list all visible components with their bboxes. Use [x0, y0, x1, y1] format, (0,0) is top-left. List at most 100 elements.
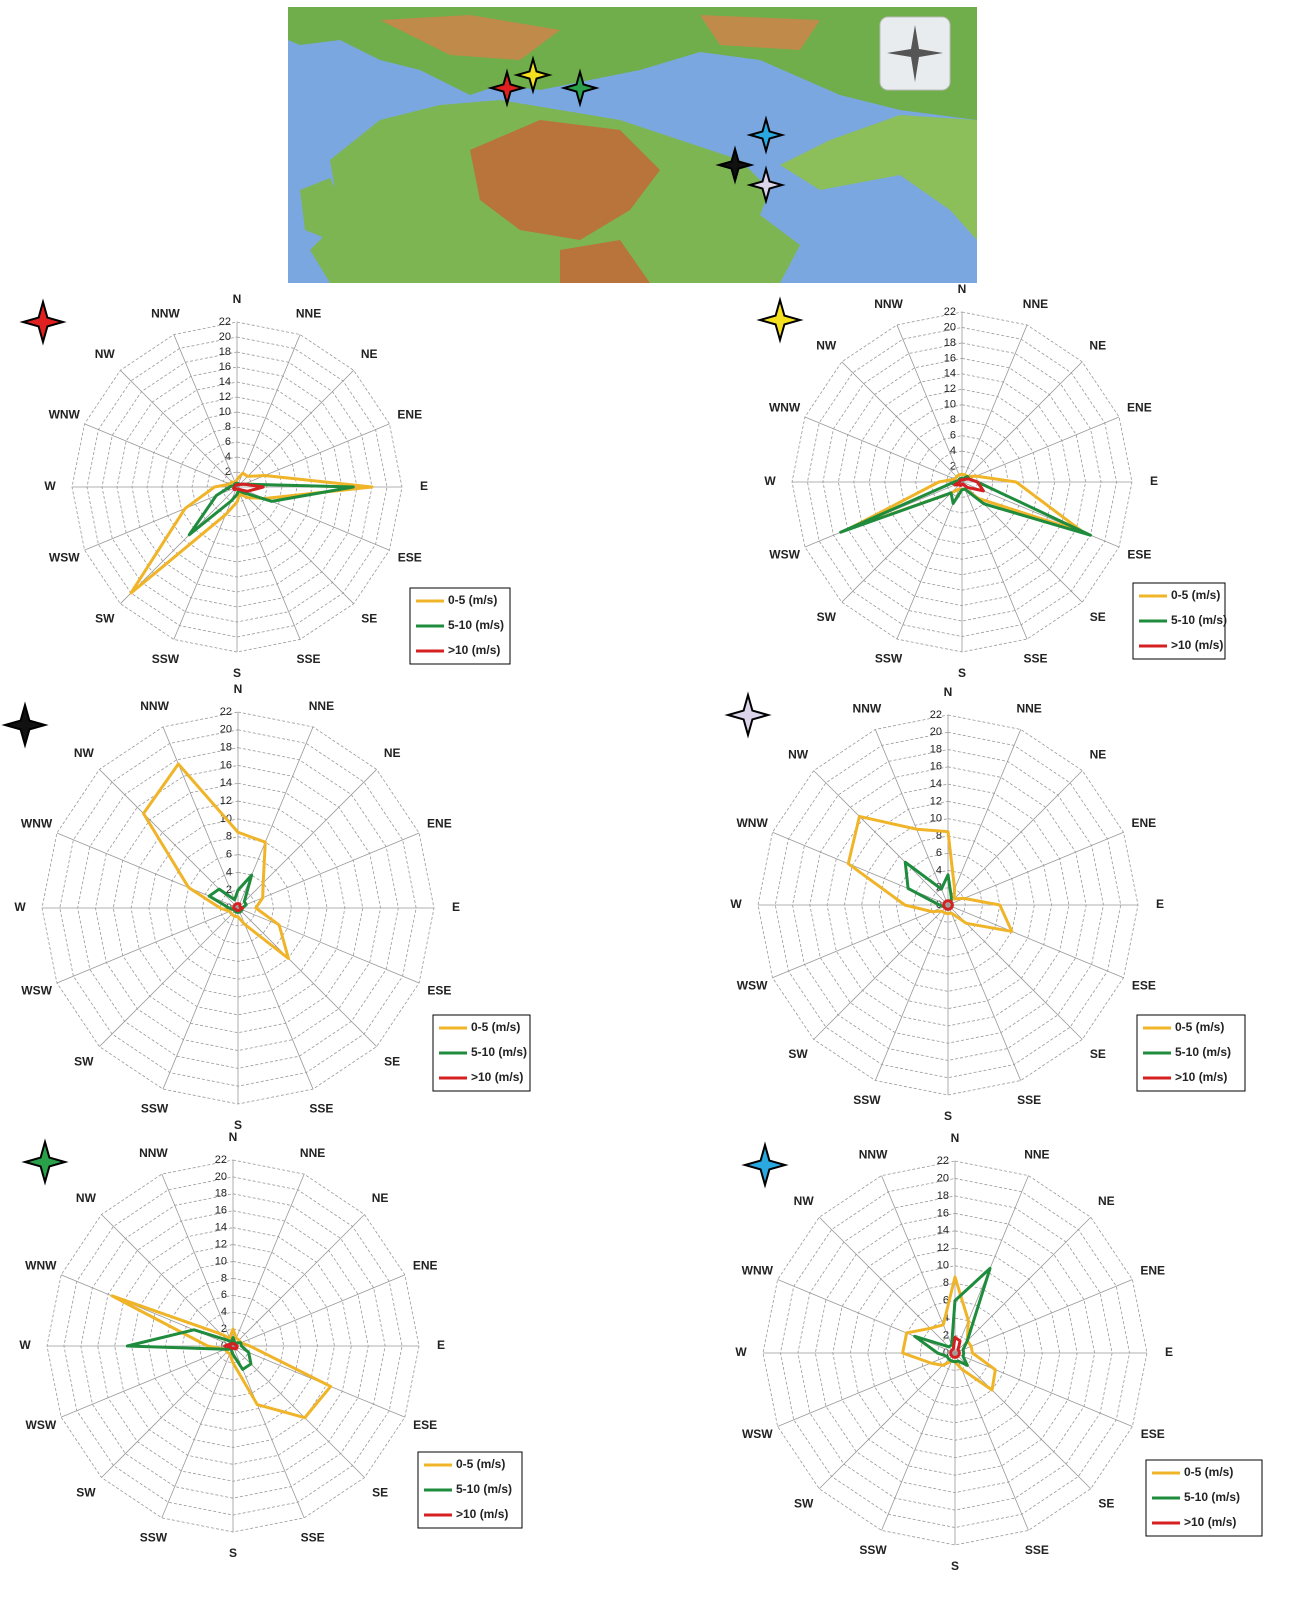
direction-label: NW — [816, 338, 837, 352]
direction-label: NW — [74, 746, 95, 760]
direction-label: SSW — [859, 1543, 887, 1557]
tick-label: 22 — [930, 709, 942, 721]
direction-label: NW — [794, 1194, 815, 1208]
spoke — [948, 832, 1124, 905]
tick-label: 18 — [937, 1190, 949, 1202]
legend-label: 5-10 (m/s) — [448, 618, 504, 632]
tick-label: 18 — [220, 742, 232, 754]
tick-label: 20 — [220, 724, 232, 736]
direction-label: SE — [1090, 610, 1106, 624]
direction-label: N — [234, 682, 243, 696]
legend-label: 5-10 (m/s) — [1171, 613, 1227, 627]
tick-label: 22 — [219, 316, 231, 328]
spoke — [962, 482, 1119, 547]
spoke — [955, 1176, 1028, 1353]
direction-label: S — [229, 1546, 237, 1560]
spoke — [955, 1353, 1132, 1426]
spoke — [233, 1346, 304, 1518]
series-line — [144, 764, 289, 958]
spoke — [897, 482, 962, 639]
chart-marker — [760, 300, 800, 340]
direction-label: WNW — [21, 817, 53, 831]
direction-label: NNE — [296, 306, 321, 320]
tick-label: 6 — [950, 430, 956, 442]
spoke — [948, 905, 1124, 978]
direction-label: SW — [817, 610, 837, 624]
tick-label: 8 — [225, 421, 231, 433]
direction-label: SW — [95, 611, 115, 625]
legend-label: 0-5 (m/s) — [471, 1020, 520, 1034]
direction-label: WSW — [49, 551, 80, 565]
series-line — [234, 484, 264, 491]
legend-label: 0-5 (m/s) — [1175, 1020, 1224, 1034]
direction-label: SSE — [301, 1530, 325, 1544]
direction-label: NE — [1090, 747, 1107, 761]
tick-label: 18 — [930, 743, 942, 755]
tick-label: 10 — [215, 1255, 227, 1267]
chart-marker — [23, 302, 63, 342]
legend-label: 0-5 (m/s) — [1184, 1465, 1233, 1479]
direction-label: S — [944, 1109, 952, 1123]
direction-label: WNW — [742, 1263, 774, 1277]
spoke — [962, 362, 1082, 482]
direction-label: N — [951, 1131, 960, 1145]
tick-label: 6 — [226, 848, 232, 860]
direction-label: N — [944, 685, 953, 699]
direction-label: SSW — [152, 652, 180, 666]
spoke — [233, 1275, 405, 1346]
spoke — [819, 1353, 955, 1489]
spoke — [233, 1214, 365, 1346]
direction-label: E — [1150, 474, 1158, 488]
tick-label: 16 — [219, 361, 231, 373]
tick-label: 4 — [221, 1306, 227, 1318]
spoke — [237, 424, 389, 487]
tick-label: 22 — [937, 1155, 949, 1167]
spoke — [233, 1346, 365, 1478]
direction-label: SW — [788, 1047, 808, 1061]
tick-label: 20 — [930, 726, 942, 738]
tick-label: 8 — [943, 1277, 949, 1289]
tick-label: 12 — [215, 1238, 227, 1250]
chart-marker — [745, 1145, 785, 1185]
spoke — [57, 908, 238, 983]
spoke — [955, 1217, 1091, 1353]
legend-label: >10 (m/s) — [1184, 1515, 1236, 1529]
direction-label: ENE — [397, 408, 422, 422]
direction-label: SSW — [141, 1102, 169, 1116]
direction-label: NNE — [1024, 1147, 1049, 1161]
tick-label: 16 — [220, 759, 232, 771]
direction-label: NE — [384, 746, 401, 760]
tick-label: 14 — [215, 1222, 227, 1234]
tick-label: 12 — [219, 391, 231, 403]
tick-label: 14 — [220, 777, 232, 789]
tick-label: 10 — [944, 399, 956, 411]
spoke — [955, 1353, 1028, 1530]
tick-label: 20 — [944, 321, 956, 333]
tick-label: 12 — [937, 1242, 949, 1254]
legend-label: 5-10 (m/s) — [1175, 1045, 1231, 1059]
tick-label: 10 — [219, 406, 231, 418]
direction-label: SW — [74, 1054, 94, 1068]
spoke — [955, 1353, 1091, 1489]
tick-label: 14 — [930, 778, 942, 790]
tick-label: 16 — [944, 352, 956, 364]
direction-label: SE — [372, 1485, 388, 1499]
direction-label: WSW — [21, 984, 52, 998]
tick-label: 12 — [944, 383, 956, 395]
tick-label: 18 — [215, 1188, 227, 1200]
tick-label: 22 — [220, 706, 232, 718]
direction-label: WSW — [737, 978, 768, 992]
series-line — [189, 483, 353, 534]
tick-label: 16 — [937, 1207, 949, 1219]
tick-label: 14 — [944, 368, 956, 380]
legend-label: 5-10 (m/s) — [471, 1045, 527, 1059]
tick-label: 16 — [930, 761, 942, 773]
direction-label: N — [958, 282, 967, 296]
spoke — [772, 905, 948, 978]
direction-label: SSW — [853, 1093, 881, 1107]
direction-label: ENE — [1140, 1263, 1165, 1277]
direction-label: ESE — [413, 1418, 437, 1432]
direction-label: NW — [788, 747, 809, 761]
spoke — [948, 771, 1082, 905]
tick-label: 10 — [930, 813, 942, 825]
